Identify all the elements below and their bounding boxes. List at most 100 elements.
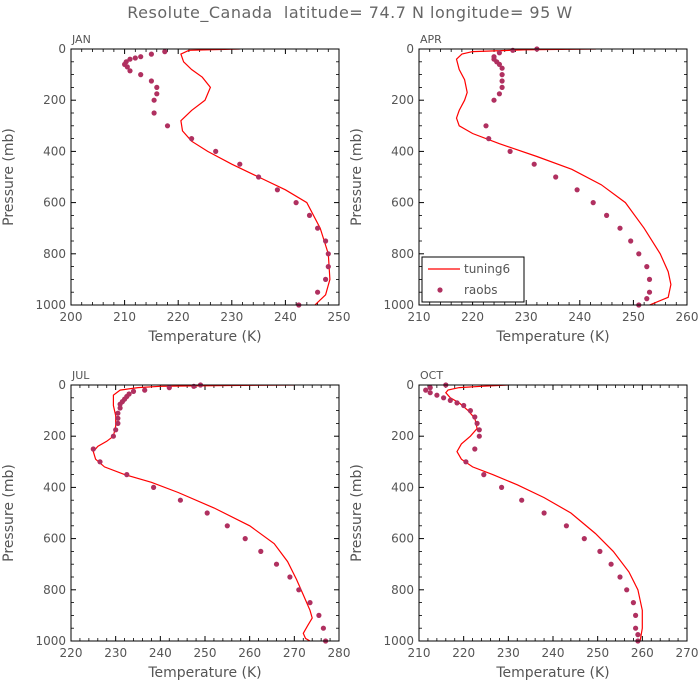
y-tick-label: 600 <box>391 532 414 546</box>
obs-point <box>461 402 467 409</box>
obs-point <box>115 415 121 421</box>
obs-point <box>499 65 505 71</box>
obs-point <box>273 561 280 567</box>
y-tick-label: 400 <box>391 144 414 158</box>
obs-point <box>499 84 505 90</box>
panel-label: JAN <box>71 33 91 46</box>
y-axis-label: Pressure (mb) <box>1 128 17 226</box>
obs-point <box>127 68 133 74</box>
obs-point <box>553 174 559 180</box>
y-tick-label: 400 <box>43 144 66 158</box>
obs-point <box>496 61 502 67</box>
obs-point <box>481 472 487 478</box>
obs-point <box>628 238 634 244</box>
y-tick-label: 1000 <box>35 298 66 312</box>
obs-point <box>499 484 505 490</box>
chart-panel-jul: JUL 220 230 240 250 260 270 280 0 200 400 600 800 100… <box>1 369 350 681</box>
obs-point <box>191 383 197 389</box>
obs-point <box>633 612 639 619</box>
x-tick-label: 250 <box>622 310 645 324</box>
obs-point <box>130 388 137 394</box>
x-tick-label: 220 <box>167 310 190 324</box>
obs-point <box>496 50 502 56</box>
legend: tuning6 raobs <box>421 256 525 303</box>
x-tick-label: 230 <box>515 310 538 324</box>
obs-point <box>151 110 157 116</box>
x-tick-label: 200 <box>60 310 83 324</box>
obs-point <box>472 414 478 420</box>
obs-point <box>541 510 547 516</box>
plot-frame <box>70 384 340 642</box>
obs-point <box>151 484 157 490</box>
obs-point <box>224 523 230 529</box>
y-axis-label: Pressure (mb) <box>349 464 365 562</box>
obs-point <box>115 410 121 416</box>
y-tick-label: 800 <box>391 583 414 597</box>
y-tick-label: 200 <box>391 429 414 443</box>
x-tick-label: 230 <box>497 646 520 660</box>
obs-point <box>323 238 329 244</box>
obs-point <box>124 64 130 70</box>
y-axis-label: Pressure (mb) <box>1 464 17 562</box>
obs-point <box>115 420 121 426</box>
obs-point <box>315 225 321 231</box>
obs-point <box>189 136 195 142</box>
obs-point <box>633 625 639 631</box>
obs-point <box>97 459 103 465</box>
x-axis-label: Temperature (K) <box>147 329 261 345</box>
y-tick-label: 800 <box>391 247 414 261</box>
obs-point <box>486 136 492 142</box>
obs-point <box>574 187 580 193</box>
obs-point <box>113 427 119 433</box>
obs-point <box>132 55 138 61</box>
x-tick-label: 270 <box>676 646 699 660</box>
y-tick-label: 200 <box>43 93 66 107</box>
x-tick-label: 260 <box>238 646 261 660</box>
obs-point <box>454 400 460 406</box>
series-line-tuning6 <box>92 385 313 641</box>
obs-point <box>434 392 440 398</box>
y-tick-label: 200 <box>391 93 414 107</box>
x-axis-label: Temperature (K) <box>147 665 261 681</box>
obs-point <box>127 56 133 62</box>
x-tick-label: 230 <box>104 646 127 660</box>
x-axis-label: Temperature (K) <box>495 665 609 681</box>
panel-label: OCT <box>420 369 443 382</box>
obs-point <box>499 72 505 78</box>
obs-point <box>142 387 148 393</box>
y-tick-label: 800 <box>43 247 66 261</box>
x-tick-label: 230 <box>220 310 243 324</box>
obs-point <box>293 200 299 206</box>
obs-point <box>323 276 329 282</box>
y-tick-label: 800 <box>43 583 66 597</box>
obs-point <box>154 91 160 97</box>
obs-point <box>325 264 331 270</box>
obs-point <box>467 408 473 414</box>
obs-point <box>630 600 637 606</box>
x-tick-label: 210 <box>113 310 136 324</box>
obs-point <box>148 78 154 84</box>
x-tick-label: 220 <box>452 646 475 660</box>
obs-point <box>476 433 482 439</box>
y-tick-label: 0 <box>406 42 414 56</box>
y-tick-label: 0 <box>58 42 66 56</box>
legend-label-model: tuning6 <box>464 262 510 276</box>
y-tick-label: 400 <box>391 480 414 494</box>
obs-point <box>496 91 502 97</box>
obs-point <box>287 574 293 580</box>
series-line-tuning6 <box>180 49 331 305</box>
obs-point <box>148 51 154 57</box>
obs-point <box>531 161 537 167</box>
x-tick-label: 260 <box>676 310 699 324</box>
obs-point <box>427 390 433 396</box>
chart-panel-jan: JAN 200 210 220 230 240 250 0 200 400 600 800 1000 Te… <box>1 33 350 345</box>
x-axis-label: Temperature (K) <box>495 329 609 345</box>
legend-label-obs: raobs <box>464 283 498 297</box>
obs-point <box>510 47 516 53</box>
obs-point <box>256 174 262 180</box>
x-tick-label: 240 <box>542 646 565 660</box>
obs-point <box>306 212 313 218</box>
x-tick-label: 270 <box>283 646 306 660</box>
obs-point <box>117 401 123 407</box>
